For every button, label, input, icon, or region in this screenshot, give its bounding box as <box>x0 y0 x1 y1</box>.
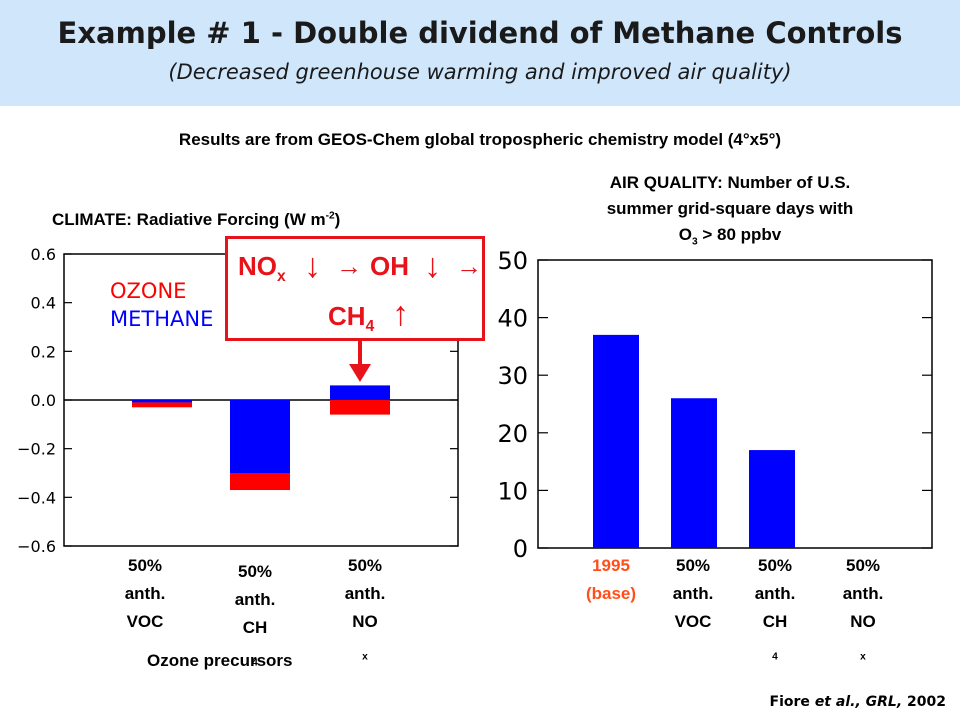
cat-line2: anth. <box>234 590 276 609</box>
cat-line3-sub: 4 <box>772 651 778 663</box>
y-tick-label: 50 <box>497 250 528 275</box>
callout-ch4: CH4 <box>328 301 374 336</box>
cat-line2: anth. <box>754 584 796 603</box>
citation-etal: et al., GRL, <box>814 694 903 710</box>
climate-cat-nox: 50% anth. NO x <box>310 552 420 671</box>
ozone-bar <box>330 400 390 415</box>
right-arrow-icon: → <box>456 251 482 281</box>
cat-line1: 50% <box>845 556 881 575</box>
cat-line3-sub: x <box>860 651 866 663</box>
aq-cat-ch4: 50% anth. CH 4 <box>720 552 830 671</box>
legend-methane: METHANE <box>110 307 213 331</box>
down-arrow-icon: ↓ <box>424 247 441 285</box>
cat-line1: 50% <box>237 562 273 581</box>
cat-line1: 50% <box>675 556 711 575</box>
cat-line1: 50% <box>347 556 383 575</box>
climate-title-end: ) <box>334 210 341 229</box>
aq-title-o: O <box>678 225 692 244</box>
model-note: Results are from GEOS-Chem global tropos… <box>178 130 782 149</box>
cat-line3: VOC <box>674 612 712 631</box>
methane-bar <box>330 385 390 400</box>
header-band: Example # 1 - Double dividend of Methane… <box>0 0 960 106</box>
aq-bar <box>749 450 795 548</box>
callout-oh: OH <box>370 251 409 281</box>
aq-cat-base: 1995 (base) <box>556 552 666 608</box>
y-tick-label: −0.2 <box>17 440 56 459</box>
callout-pointer <box>349 340 371 382</box>
cat-line3: CH 4 <box>200 614 310 677</box>
cat-line3-sub: x <box>362 651 368 663</box>
cat-line3: VOC <box>126 612 164 631</box>
y-tick-label: 0.0 <box>31 391 56 410</box>
methane-bar <box>230 400 290 473</box>
callout-nox-text: NO <box>238 251 277 281</box>
down-arrow-icon: ↓ <box>304 247 321 285</box>
aq-cat-voc: 50% anth. VOC <box>638 552 748 636</box>
citation-year: 2002 <box>907 694 946 710</box>
air-quality-chart: 0 10 20 30 40 50 <box>497 250 933 560</box>
y-tick-label: 0.2 <box>31 342 56 361</box>
aq-title-rest: > 80 ppbv <box>697 225 782 244</box>
climate-title-sup: -2 <box>325 210 335 222</box>
y-tick-label: 40 <box>497 305 528 333</box>
aq-title-sub: 3 <box>691 236 698 248</box>
legend-ozone: OZONE <box>110 279 186 303</box>
cat-line3: NO x <box>310 608 420 671</box>
cat-line2: (base) <box>585 584 637 603</box>
aq-title-line2: summer grid-square days with <box>606 199 854 218</box>
climate-chart-title: CLIMATE: Radiative Forcing (W m-2) <box>52 210 340 230</box>
cat-line2: anth. <box>672 584 714 603</box>
cat-line3: NO x <box>808 608 918 671</box>
aq-bar <box>671 398 717 548</box>
cat-line3-text: CH <box>762 612 788 631</box>
callout-ch4-text: CH <box>328 301 366 331</box>
cat-line1: 50% <box>127 556 163 575</box>
up-arrow-icon: ↑ <box>392 295 409 333</box>
cat-line3: CH 4 <box>720 608 830 671</box>
right-arrow-icon: → <box>336 251 362 281</box>
y-tick-label: −0.6 <box>17 537 56 556</box>
climate-cat-ch4: 50% anth. CH 4 <box>200 558 310 677</box>
cat-line1: 50% <box>757 556 793 575</box>
aq-title-line1: AIR QUALITY: Number of U.S. <box>609 173 851 192</box>
aq-chart-title: AIR QUALITY: Number of U.S. summer grid-… <box>540 170 920 255</box>
aq-title-line3: O3 > 80 ppbv <box>540 222 920 255</box>
cat-line3-text: CH <box>242 618 268 637</box>
y-tick-label: 0 <box>513 535 528 560</box>
citation: Fiore et al., GRL, 2002 <box>770 694 946 710</box>
cat-line2: anth. <box>842 584 884 603</box>
climate-chart: 0.6 0.4 0.2 0.0 −0.2 −0.4 −0.6 OZONE METHANE <box>17 245 459 556</box>
methane-bar <box>132 400 192 403</box>
ozone-bar <box>132 402 192 408</box>
y-tick-label: 20 <box>497 420 528 448</box>
cat-line1: 1995 <box>592 556 630 575</box>
callout-nox-sub: x <box>277 268 286 286</box>
ozone-precursors-label: Ozone precursors <box>147 651 293 670</box>
climate-title-text: CLIMATE: Radiative Forcing (W m <box>52 210 326 229</box>
citation-author: Fiore <box>769 694 810 710</box>
y-tick-label: 0.4 <box>31 294 56 313</box>
cat-line3-sub: 4 <box>252 657 258 669</box>
aq-cat-nox: 50% anth. NO x <box>808 552 918 671</box>
slide-subtitle: (Decreased greenhouse warming and improv… <box>168 60 792 84</box>
pointer-head <box>349 364 371 382</box>
callout-ch4-sub: 4 <box>365 318 375 336</box>
cat-line2: anth. <box>124 584 166 603</box>
methane-chemistry-callout: NOx ↓ → OH ↓ → CH4 ↑ <box>225 236 485 341</box>
callout-nox: NOx <box>238 251 286 286</box>
y-tick-label: 10 <box>497 477 528 505</box>
y-tick-label: 30 <box>497 362 528 390</box>
climate-cat-voc: 50% anth. VOC <box>90 552 200 636</box>
cat-line2: anth. <box>344 584 386 603</box>
y-tick-label: 0.6 <box>31 245 56 264</box>
slide-title: Example # 1 - Double dividend of Methane… <box>57 16 903 50</box>
ozone-bar <box>230 473 290 491</box>
y-tick-label: −0.4 <box>17 488 56 507</box>
cat-line3-text: NO <box>850 612 876 631</box>
aq-bar <box>593 334 639 548</box>
cat-line3-text: NO <box>352 612 378 631</box>
